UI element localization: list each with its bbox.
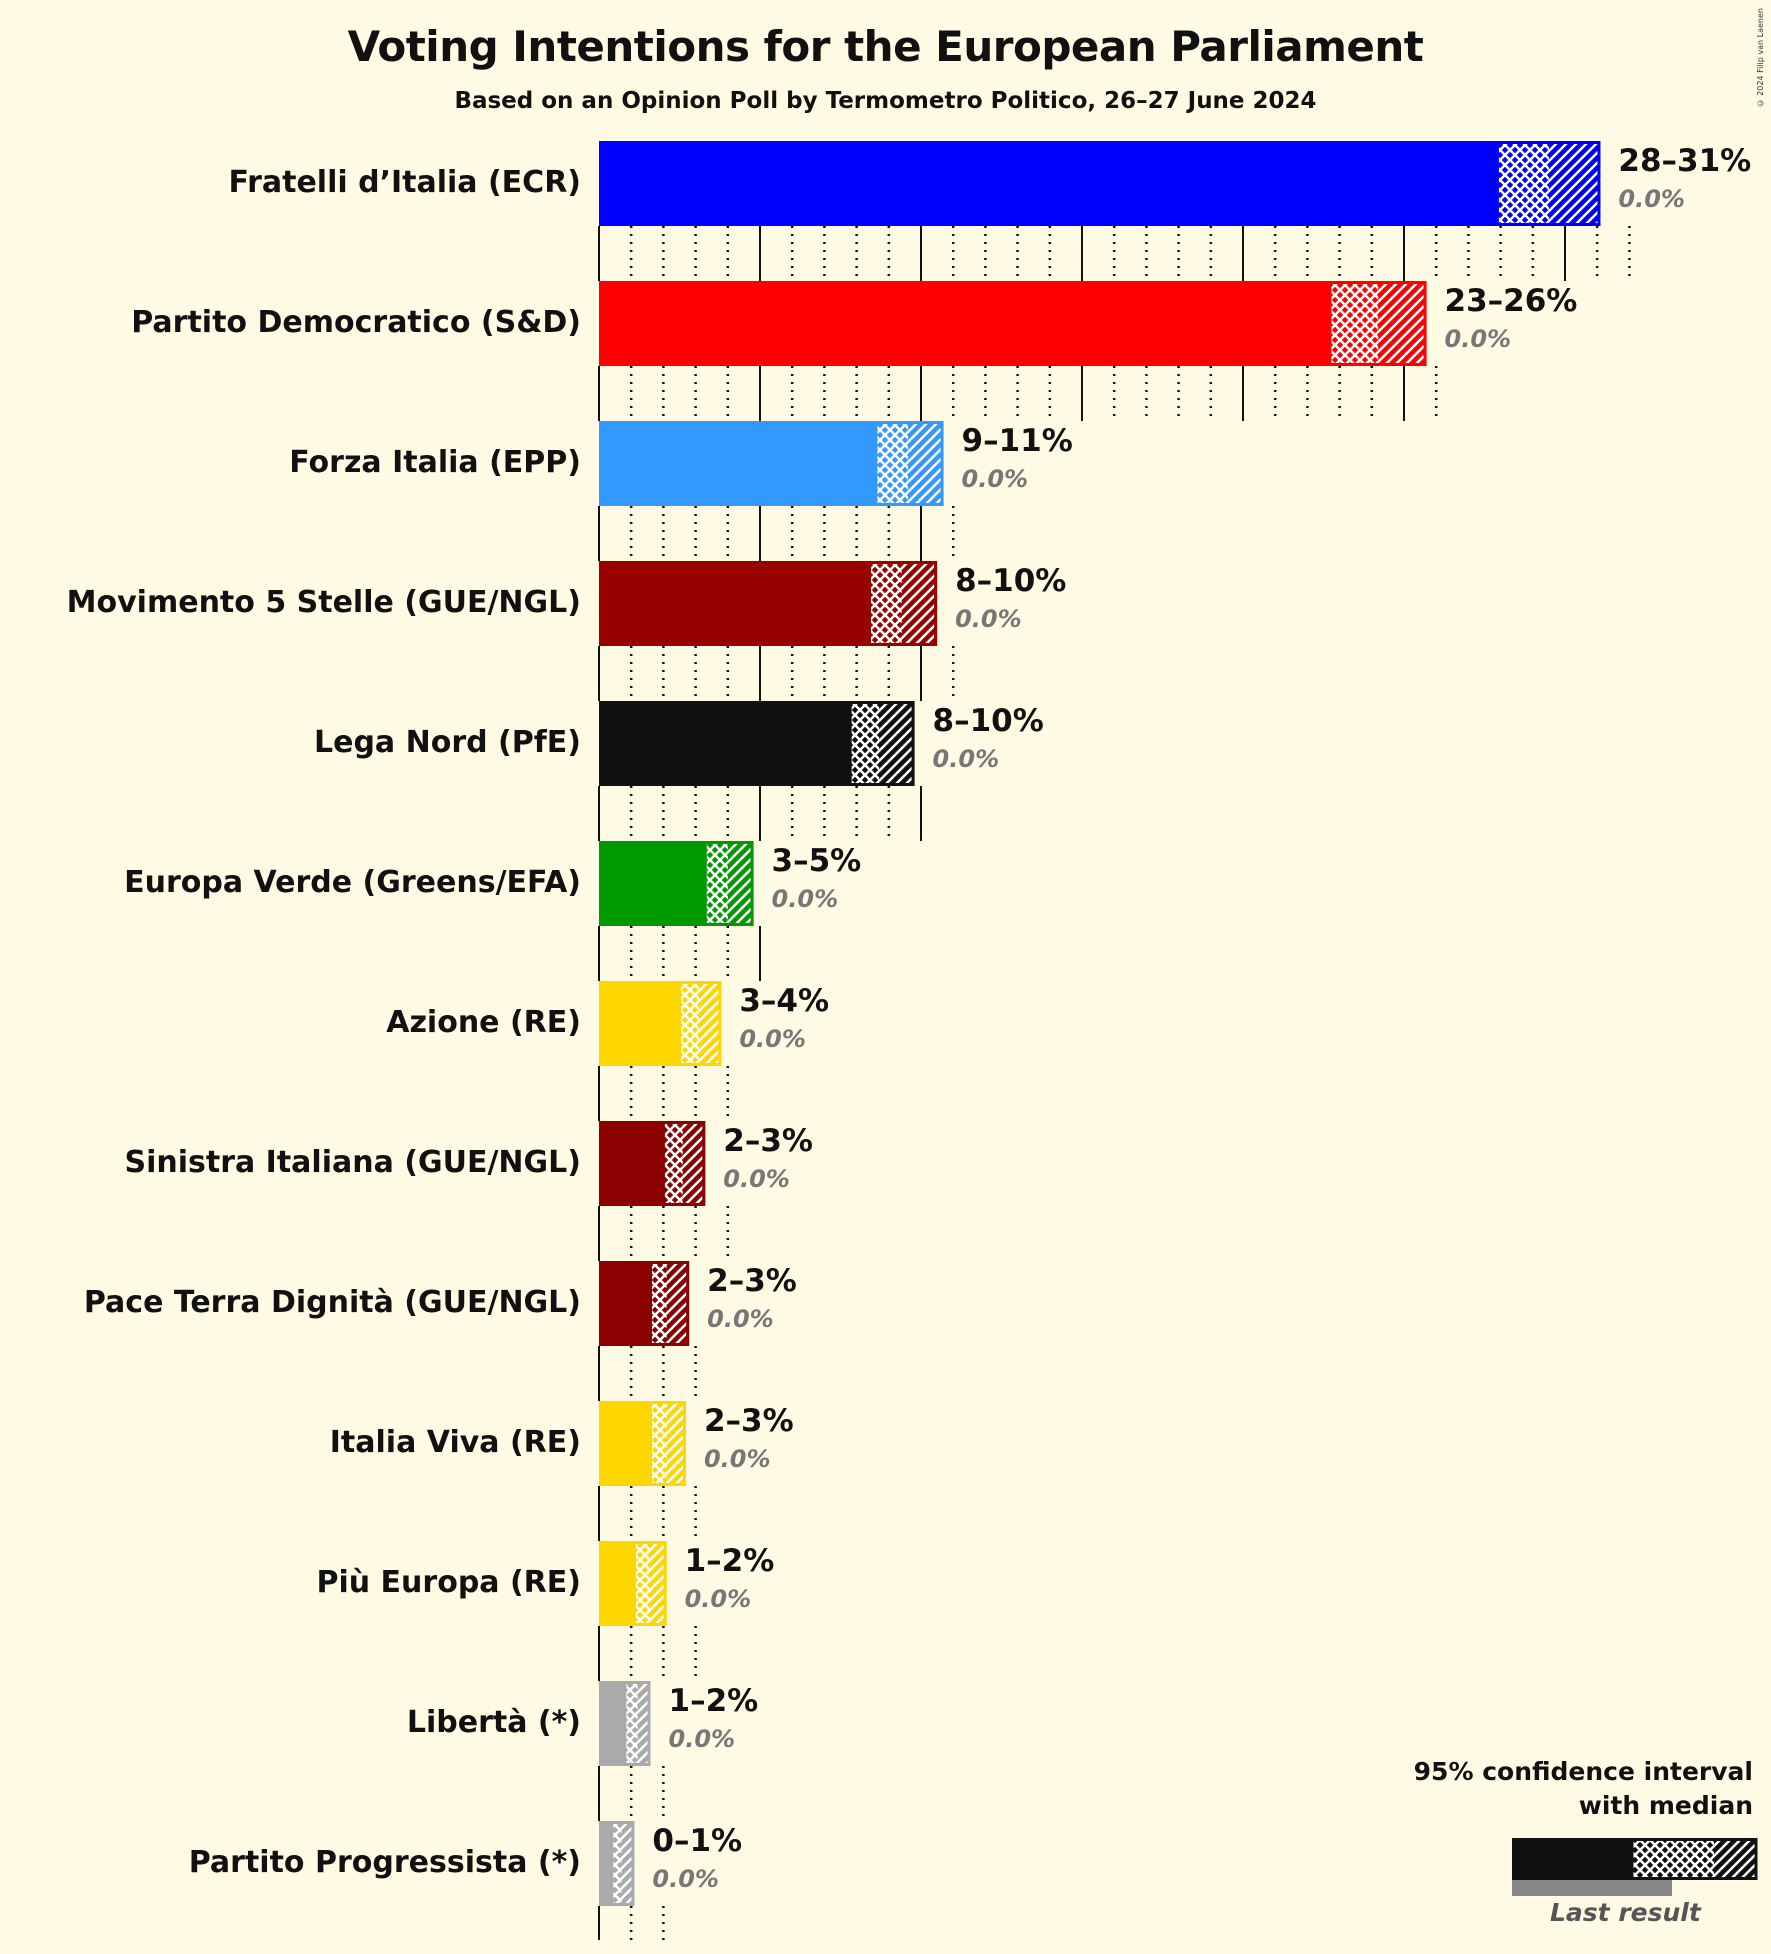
range-label: 9–11% — [961, 423, 1073, 459]
range-label: 23–26% — [1444, 283, 1578, 319]
range-label: 0–1% — [652, 1823, 743, 1859]
party-label: Azione (RE) — [386, 1005, 581, 1040]
bars — [599, 141, 1601, 1906]
party-bar — [599, 1401, 686, 1486]
last-result-label: 0.0% — [961, 465, 1029, 493]
range-label: 1–2% — [668, 1683, 759, 1719]
party-bar — [599, 421, 944, 506]
legend-line2: with median — [1578, 1791, 1753, 1820]
party-bar — [599, 561, 938, 646]
legend-graphic — [1512, 1838, 1758, 1896]
last-result-label: 0.0% — [739, 1025, 806, 1053]
party-bar — [599, 1821, 635, 1906]
last-result-label: 0.0% — [684, 1585, 752, 1613]
gridlines — [598, 226, 1631, 1940]
range-label: 3–4% — [739, 983, 830, 1019]
party-label: Lega Nord (PfE) — [313, 725, 581, 760]
last-result-label: 0.0% — [723, 1165, 790, 1193]
party-bar — [599, 1541, 667, 1626]
range-label: 3–5% — [771, 843, 862, 879]
party-label: Movimento 5 Stelle (GUE/NGL) — [66, 585, 581, 620]
last-result-label: 0.0% — [1444, 325, 1512, 353]
range-label: 2–3% — [707, 1263, 797, 1299]
range-label: 2–3% — [703, 1403, 794, 1439]
range-label: 28–31% — [1618, 143, 1752, 179]
last-result-label: 0.0% — [955, 605, 1022, 633]
legend-line1: 95% confidence interval — [1413, 1757, 1753, 1786]
party-bar — [599, 701, 915, 786]
party-bar — [599, 281, 1427, 366]
party-bar — [599, 1121, 706, 1206]
party-label: Sinistra Italiana (GUE/NGL) — [124, 1145, 581, 1180]
party-label: Italia Viva (RE) — [329, 1425, 581, 1460]
last-result-label: 0.0% — [652, 1865, 719, 1893]
party-label: Più Europa (RE) — [316, 1565, 581, 1600]
chart-subtitle: Based on an Opinion Poll by Termometro P… — [454, 88, 1317, 114]
party-bar — [599, 981, 722, 1066]
last-result-label: 0.0% — [771, 885, 839, 913]
party-label: Libertà (*) — [406, 1705, 581, 1740]
chart-title: Voting Intentions for the European Parli… — [347, 22, 1424, 71]
party-label: Forza Italia (EPP) — [289, 445, 581, 480]
party-label: Fratelli d’Italia (ECR) — [228, 165, 582, 200]
last-result-label: 0.0% — [932, 745, 1000, 773]
legend-last-result: Last result — [1550, 1898, 1701, 1927]
last-result-label: 0.0% — [707, 1305, 774, 1333]
party-label: Partito Democratico (S&D) — [131, 305, 581, 340]
range-label: 8–10% — [932, 703, 1044, 739]
last-result-label: 0.0% — [703, 1445, 771, 1473]
last-result-label: 0.0% — [668, 1725, 736, 1753]
legend-title: 95% confidence interval with median — [1414, 1755, 1753, 1823]
range-label: 8–10% — [955, 563, 1067, 599]
party-bar — [599, 1261, 690, 1346]
party-label: Pace Terra Dignità (GUE/NGL) — [83, 1285, 581, 1320]
party-label: Partito Progressista (*) — [188, 1845, 581, 1880]
range-label: 1–2% — [684, 1543, 775, 1579]
party-bar — [599, 141, 1601, 226]
last-result-label: 0.0% — [1618, 185, 1685, 213]
party-bar — [599, 1681, 651, 1766]
party-bar — [599, 841, 754, 926]
range-label: 2–3% — [723, 1123, 813, 1159]
party-label: Europa Verde (Greens/EFA) — [124, 865, 581, 900]
